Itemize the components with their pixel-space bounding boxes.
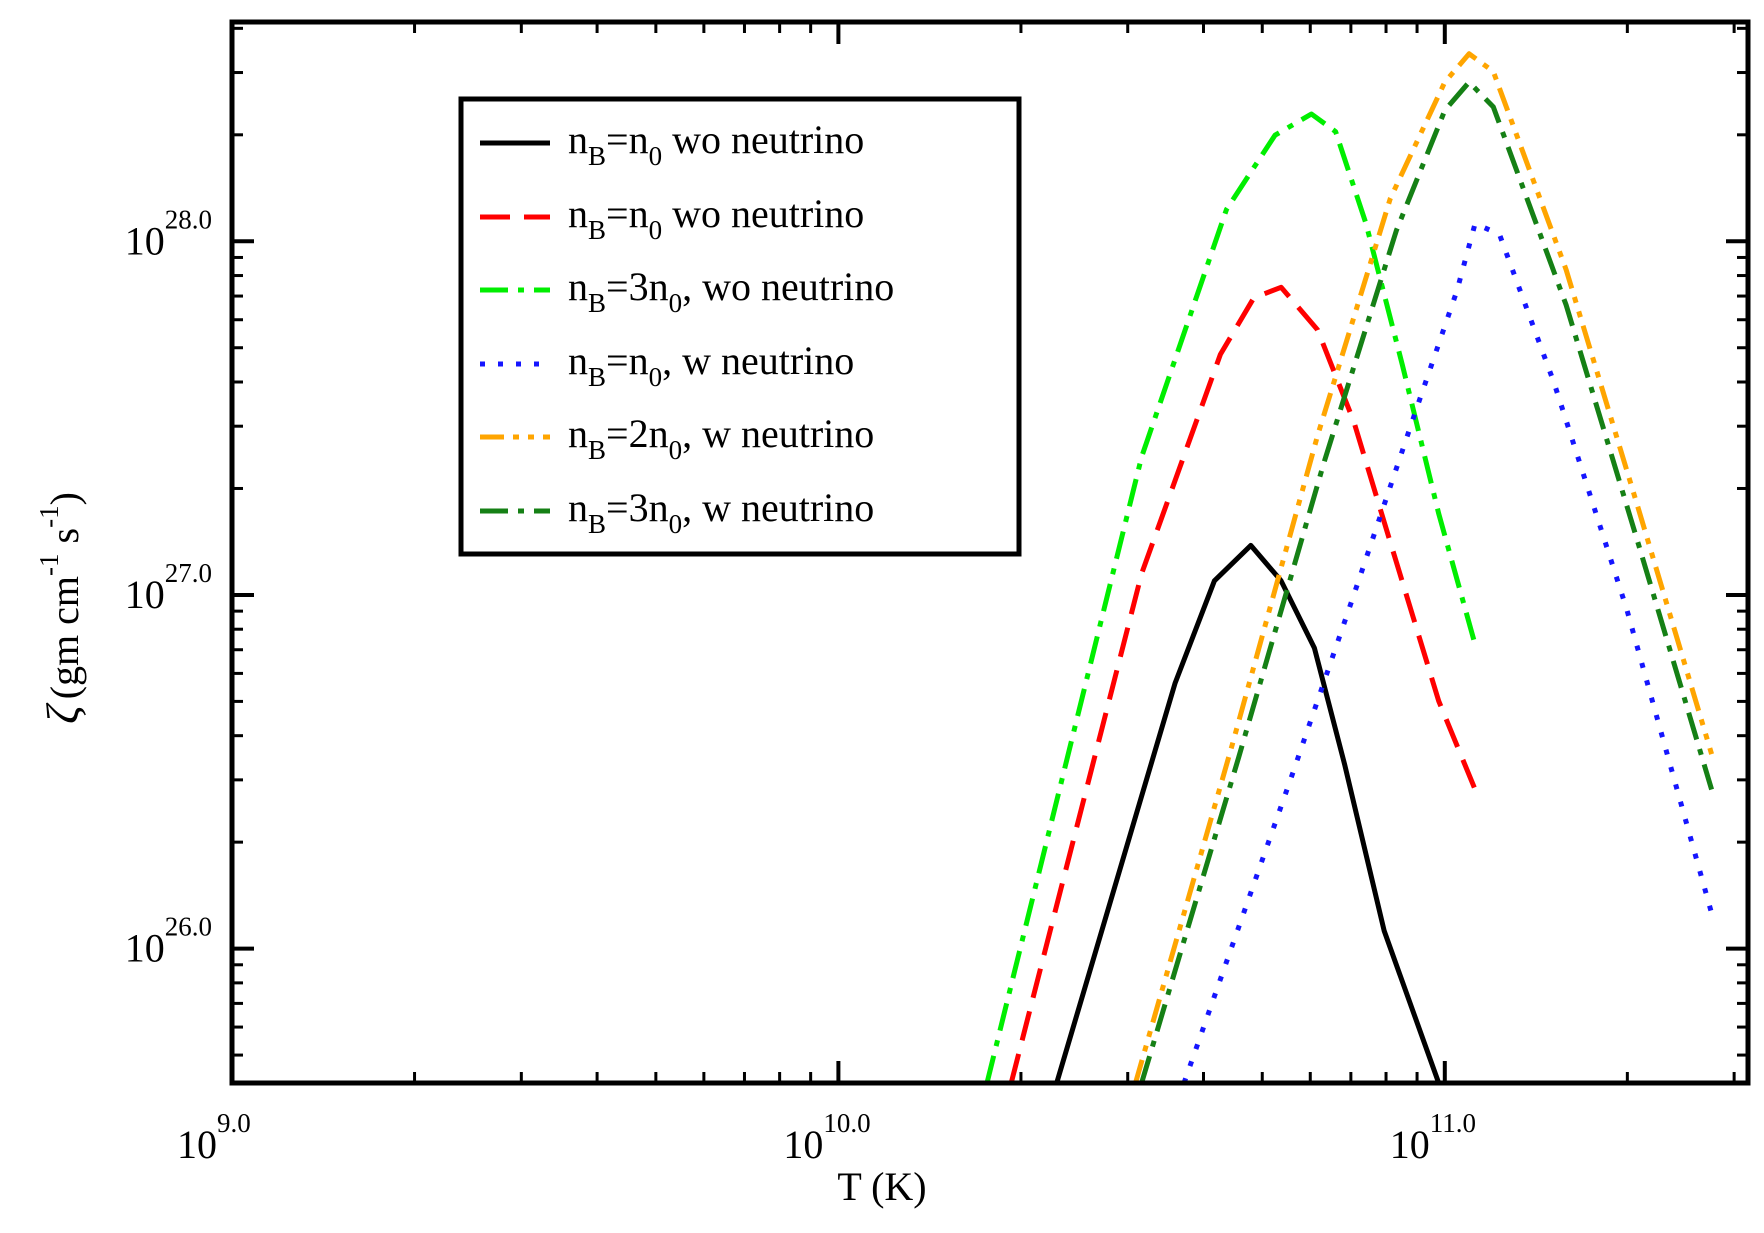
series-line-4 [1181, 221, 1715, 1083]
series-line-1 [1054, 542, 1442, 1083]
series-layer [984, 51, 1715, 1083]
legend-label: nB=2n0, w neutrino [568, 411, 874, 465]
y-tick-label: 1027.0 [125, 558, 212, 617]
legend-label: nB=3n0, w neutrino [568, 485, 874, 539]
x-axis-title: T (K) [837, 1164, 926, 1209]
x-tick-label: 1011.0 [1390, 1108, 1476, 1167]
series-line-3 [984, 111, 1478, 1083]
x-tick-label: 1010.0 [783, 1108, 870, 1167]
x-tick-label: 109.0 [177, 1108, 251, 1167]
y-axis-title: ζ(gm cm-1 s-1) [34, 492, 88, 724]
y-axis-unit-exp2: -1 [34, 505, 64, 528]
series-line-2 [1008, 284, 1478, 1083]
legend-box [458, 96, 1022, 557]
legend: nB=n0 wo neutrino nB=n0 wo neutrino nB=3… [458, 96, 1022, 557]
legend-label: nB=n0 wo neutrino [568, 191, 864, 245]
plot-frame [229, 19, 1751, 1086]
legend-label: nB=3n0, wo neutrino [568, 264, 894, 318]
legend-label: nB=n0 wo neutrino [568, 117, 864, 171]
y-axis-symbol: ζ [37, 702, 88, 724]
y-axis-unit-open: (gm cm [42, 576, 87, 699]
series-line-6 [1139, 79, 1714, 1083]
y-axis-unit-mid: s [42, 528, 87, 554]
y-tick-label: 1026.0 [125, 912, 212, 971]
y-axis-unit-exp1: -1 [34, 553, 64, 576]
y-axis-unit-close: ) [42, 492, 87, 505]
series-line-5 [1133, 51, 1714, 1083]
y-tick-label: 1028.0 [125, 204, 212, 263]
legend-label: nB=n0, w neutrino [568, 338, 854, 392]
